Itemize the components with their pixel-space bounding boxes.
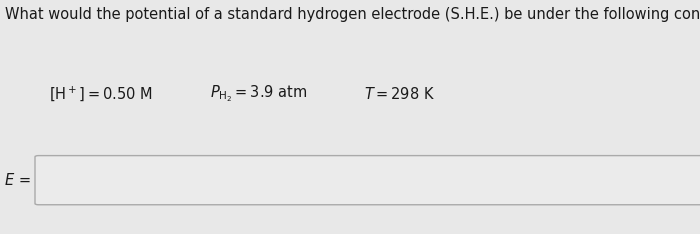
Text: What would the potential of a standard hydrogen electrode (S.H.E.) be under the : What would the potential of a standard h…	[5, 7, 700, 22]
FancyBboxPatch shape	[35, 156, 700, 205]
Text: E =: E =	[5, 173, 31, 188]
Text: $\left[\mathrm{H}^+\right] = 0.50\ \mathrm{M}$: $\left[\mathrm{H}^+\right] = 0.50\ \math…	[49, 84, 153, 103]
Text: $P_{\mathrm{H}_2} = 3.9\ \mathrm{atm}$: $P_{\mathrm{H}_2} = 3.9\ \mathrm{atm}$	[210, 83, 307, 104]
Text: $T = 298\ \mathrm{K}$: $T = 298\ \mathrm{K}$	[364, 86, 435, 102]
